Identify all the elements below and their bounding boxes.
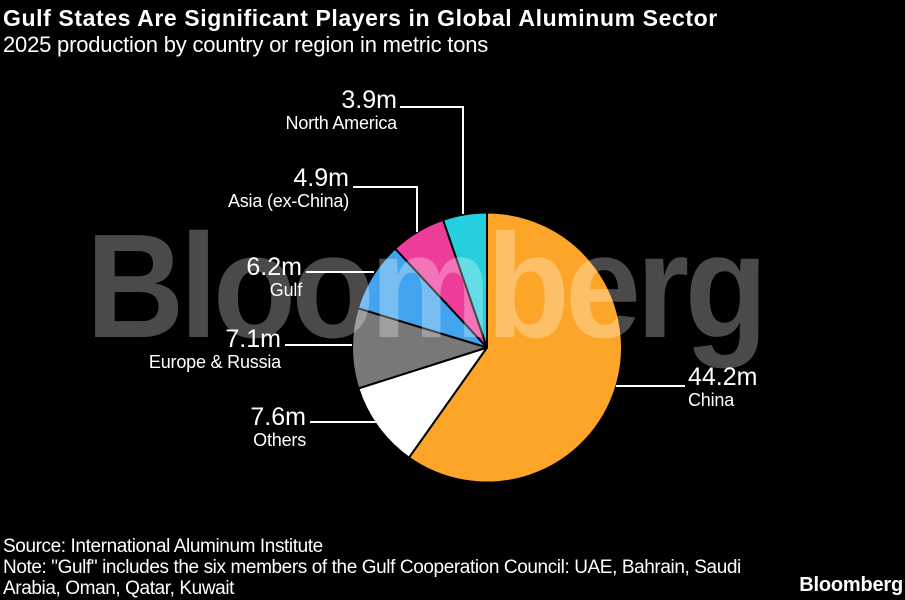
bloomberg-logo: Bloomberg [799, 574, 903, 596]
slice-name: Gulf [269, 280, 302, 300]
chart-subtitle: 2025 production by country or region in … [3, 32, 489, 57]
chart-footer: Source: International Aluminum Institute… [3, 536, 741, 599]
chart-header: Gulf States Are Significant Players in G… [3, 5, 718, 57]
chart-title: Gulf States Are Significant Players in G… [3, 5, 718, 31]
slice-value: 44.2m [688, 363, 758, 391]
slice-value: 4.9m [293, 164, 349, 192]
slice-name: Europe & Russia [148, 352, 281, 372]
slice-label-europe-russia: 7.1m Europe & Russia [149, 326, 281, 372]
slice-value: 7.1m [225, 325, 281, 353]
source-text: Source: International Aluminum Institute [3, 536, 323, 557]
slice-name: Asia (ex-China) [227, 191, 349, 211]
callout-line-asia-ex-china [353, 186, 418, 232]
callout-line-north-america [400, 106, 464, 214]
slice-label-asia-ex-china: 4.9m Asia (ex-China) [228, 165, 349, 211]
pie-slice-europe-russia [351, 307, 488, 390]
slice-label-gulf: 6.2m Gulf [246, 254, 302, 300]
slice-label-china: 44.2m China [688, 364, 757, 410]
slice-label-north-america: 3.9m North America [285, 86, 398, 133]
slice-label-others: 7.6m Others [250, 404, 306, 450]
slice-name: Others [253, 430, 306, 450]
pie-slice-others [357, 346, 488, 459]
slice-name: North America [285, 113, 398, 133]
slice-value: 7.6m [250, 403, 306, 431]
pie-slice-north-america [442, 211, 488, 349]
slice-value: 3.9m [341, 86, 397, 114]
note-text: Note: "Gulf" includes the six members of… [3, 557, 741, 599]
pie-slice-china [407, 211, 623, 484]
slice-value: 6.2m [246, 253, 302, 281]
slice-name: China [688, 390, 735, 410]
